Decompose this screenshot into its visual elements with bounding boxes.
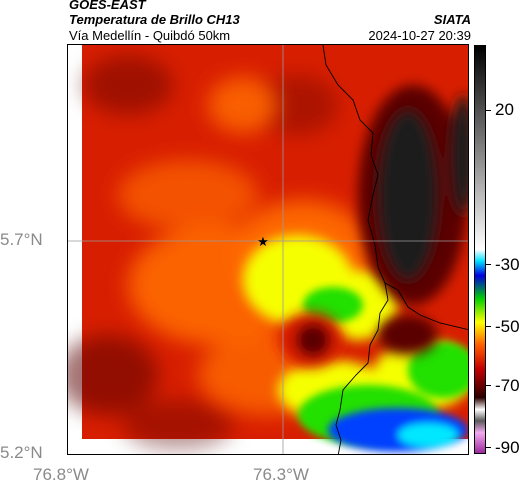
colorbar-label: -30 — [495, 255, 520, 274]
cell-inner — [295, 322, 331, 358]
lon-label-76-8: 76.8°W — [33, 465, 89, 484]
temperature-field — [68, 45, 468, 452]
dark-red-patch — [258, 75, 338, 135]
agency-label: SIATA — [433, 12, 471, 27]
lat-label-5-2: 5.2°N — [0, 443, 43, 462]
colorbar — [474, 45, 486, 454]
dark-red-patch — [68, 335, 158, 415]
region-subtitle: Vía Medellín - Quibdó 50km — [69, 28, 231, 43]
colorbar-label: 20 — [495, 100, 514, 119]
colorbar-tick — [486, 326, 491, 327]
datetime-label: 2024-10-27 20:39 — [368, 28, 471, 43]
country-border — [322, 45, 389, 454]
colorbar-tick — [486, 385, 491, 386]
dark-red-patches — [68, 55, 338, 450]
lon-label-76-3: 76.3°W — [253, 465, 309, 484]
colorbar-label: -50 — [495, 317, 520, 336]
star-icon[interactable]: ★ — [257, 235, 269, 250]
map-panel[interactable]: ★ — [67, 44, 469, 455]
orange-patch — [118, 160, 258, 230]
department-border — [384, 282, 468, 330]
dark-red-halo — [378, 315, 438, 355]
orange-patch — [208, 77, 278, 133]
brightness-temperature-map: ★ — [68, 45, 468, 454]
cyan-patch — [398, 423, 458, 447]
product-title: Temperatura de Brillo CH13 — [69, 12, 240, 27]
colorbar-tick — [486, 447, 491, 448]
dark-red-patch — [123, 400, 233, 450]
black-core — [451, 95, 468, 215]
clear-sky-region — [358, 85, 468, 355]
colorbar-label: -90 — [495, 438, 520, 457]
cold-region — [328, 408, 468, 452]
convective-cell — [279, 312, 343, 368]
dark-red-patch — [83, 55, 173, 115]
colorbar-tick — [486, 264, 491, 265]
lat-label-5-7: 5.7°N — [0, 230, 43, 249]
colorbar-tick — [486, 110, 491, 111]
green-patch — [408, 342, 468, 398]
satellite-title: GOES-EAST — [69, 0, 146, 12]
black-core — [378, 110, 438, 280]
colorbar-label: -70 — [495, 376, 520, 395]
